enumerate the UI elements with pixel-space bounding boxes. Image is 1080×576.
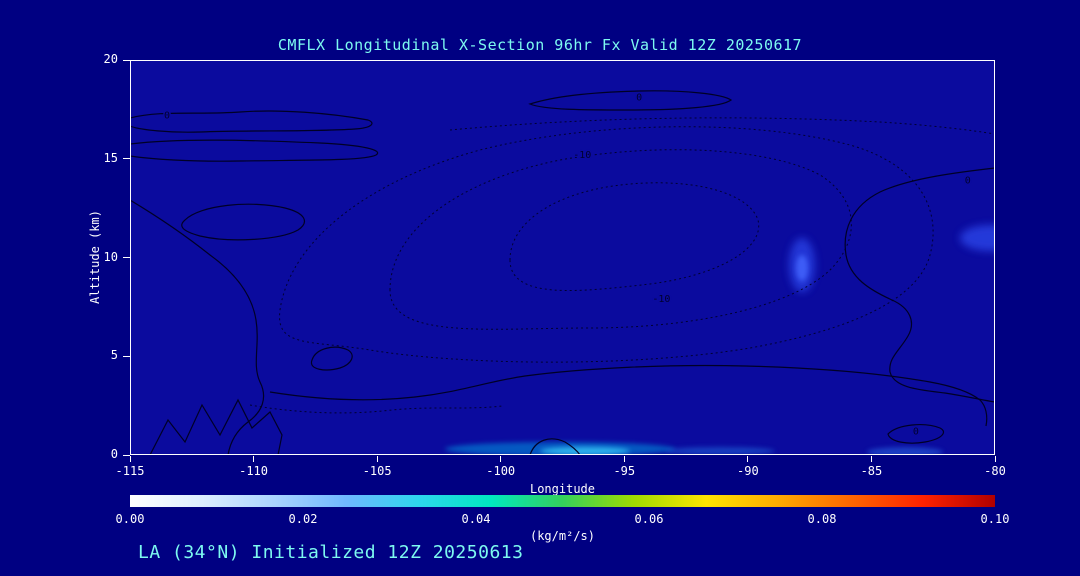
y-tick-mark [123, 454, 130, 456]
contour-label: 0 [913, 426, 919, 437]
contour-label: -10 [573, 150, 591, 161]
colorbar-tick-label: 0.06 [634, 512, 664, 526]
y-tick-label: 20 [103, 52, 118, 66]
contour-plot: 0 0 -10 -10 0 0 [129, 60, 1020, 457]
colorbar-tick-label: 0.08 [807, 512, 837, 526]
x-tick-label: -100 [486, 464, 516, 478]
dashed-contours [249, 117, 996, 414]
x-tick-label: -110 [239, 464, 269, 478]
x-tick-mark [253, 456, 255, 462]
x-tick-label: -90 [737, 464, 759, 478]
plot-area: 0 0 -10 -10 0 0 [129, 60, 1020, 457]
chart-title: CMFLX Longitudinal X-Section 96hr Fx Val… [277, 36, 803, 54]
x-tick-mark [500, 456, 502, 462]
x-tick-mark [623, 456, 625, 462]
plot-background [130, 60, 995, 455]
y-tick-mark [123, 257, 130, 258]
colorbar-units: (kg/m²/s) [529, 529, 596, 543]
colorbar-tick-label: 0.10 [980, 512, 1010, 526]
x-tick-mark [994, 456, 996, 462]
y-tick-label: 15 [103, 150, 118, 165]
x-axis-label: Longitude [529, 482, 596, 496]
init-annotation: LA (34°N) Initialized 12Z 20250613 [138, 542, 524, 563]
colorbar-tick-label: 0.00 [115, 512, 145, 526]
x-tick-mark [376, 456, 378, 462]
colorbar-tick-label: 0.04 [461, 512, 491, 526]
y-tick-mark [123, 158, 130, 160]
contour-label: 0 [636, 93, 642, 104]
contour-label: -10 [652, 294, 670, 305]
x-tick-label: -85 [860, 464, 883, 478]
x-tick-mark [870, 456, 872, 462]
x-tick-label: -80 [984, 464, 1006, 478]
y-tick-label: 0 [110, 447, 118, 461]
solid-contours [129, 90, 996, 456]
y-tick-label: 5 [110, 348, 118, 363]
colorbar-tick-label: 0.02 [288, 512, 318, 526]
x-tick-mark [747, 456, 749, 462]
x-tick-mark [129, 456, 131, 462]
plot-frame [130, 60, 995, 455]
colorbar [130, 495, 995, 507]
contour-label: 0 [965, 175, 971, 186]
x-tick-label: -95 [613, 464, 636, 478]
y-tick-label: 10 [103, 249, 118, 264]
y-tick-mark [123, 59, 130, 61]
x-tick-label: -105 [362, 464, 392, 478]
y-tick-mark [123, 355, 130, 357]
x-tick-label: -115 [115, 464, 145, 478]
contour-label: 0 [164, 110, 170, 121]
